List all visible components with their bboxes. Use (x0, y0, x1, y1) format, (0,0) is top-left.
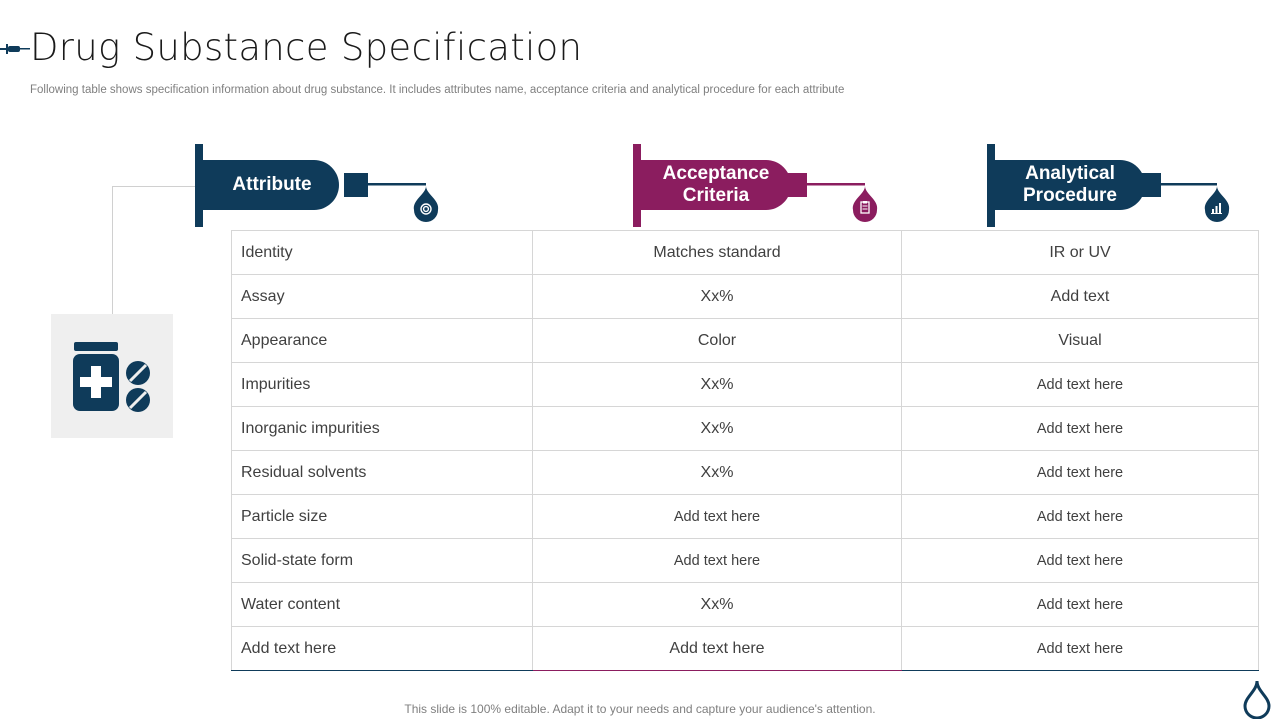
syringe-barrel (641, 160, 791, 210)
acceptance-criteria-cell: Matches standard (532, 230, 902, 275)
acceptance-criteria-cell: Xx% (532, 362, 902, 407)
syringe-plunger (633, 144, 641, 227)
specification-table: Identity Matches standard IR or UV Assay Xx%… (231, 230, 1259, 671)
target-icon (420, 203, 432, 215)
attribute-cell: Identity (231, 230, 533, 275)
syringe-needle (368, 183, 426, 186)
connector-line-vertical (112, 186, 113, 314)
table-row: Appearance Color Visual (231, 318, 1259, 363)
attribute-cell: Assay (231, 274, 533, 319)
acceptance-criteria-cell: Add text here (532, 494, 902, 539)
analytical-procedure-cell: Add text here (901, 362, 1259, 407)
acceptance-criteria-cell: Xx% (532, 582, 902, 627)
medicine-bottle-icon (73, 342, 150, 412)
syringe-barrel (995, 160, 1145, 210)
analytical-procedure-cell: Add text here (901, 626, 1259, 671)
table-row: Residual solvents Xx% Add text here (231, 450, 1259, 495)
analytical-procedure-cell: Add text here (901, 538, 1259, 583)
table-body: Identity Matches standard IR or UV Assay Xx%… (231, 230, 1259, 671)
table-row: Inorganic impurities Xx% Add text here (231, 406, 1259, 451)
acceptance-criteria-cell: Xx% (532, 274, 902, 319)
attribute-cell: Water content (231, 582, 533, 627)
table-row: Particle size Add text here Add text here (231, 494, 1259, 539)
table-row: Identity Matches standard IR or UV (231, 230, 1259, 275)
analytical-procedure-cell: Add text here (901, 406, 1259, 451)
attribute-cell: Appearance (231, 318, 533, 363)
syringe-needle (807, 183, 865, 186)
analytical-procedure-cell: Add text here (901, 582, 1259, 627)
table-row: Assay Xx% Add text (231, 274, 1259, 319)
page-subtitle: Following table shows specification info… (30, 84, 845, 96)
syringe-hub (1141, 173, 1161, 197)
connector-line-horizontal (112, 186, 196, 187)
page-title: Drug Substance Specification (30, 26, 583, 69)
bar-chart-icon (1211, 203, 1222, 214)
syringe-hub (344, 173, 368, 197)
column-header-label: Attribute (232, 174, 312, 195)
attribute-cell: Solid-state form (231, 538, 533, 583)
acceptance-criteria-cell: Add text here (532, 626, 902, 671)
column-header-acceptance-criteria: Acceptance Criteria (632, 144, 882, 228)
acceptance-criteria-cell: Xx% (532, 450, 902, 495)
syringe-plunger (195, 144, 203, 227)
table-row: Impurities Xx% Add text here (231, 362, 1259, 407)
syringe-barrel (203, 160, 339, 210)
syringe-plunger (987, 144, 995, 227)
attribute-cell: Particle size (231, 494, 533, 539)
column-header-label: Acceptance Criteria (662, 163, 770, 206)
attribute-cell: Impurities (231, 362, 533, 407)
analytical-procedure-cell: Add text (901, 274, 1259, 319)
table-row: Water content Xx% Add text here (231, 582, 1259, 627)
footer-note: This slide is 100% editable. Adapt it to… (404, 702, 876, 716)
table-row: Add text here Add text here Add text here (231, 626, 1259, 671)
droplet-icon (852, 186, 878, 222)
analytical-procedure-cell: IR or UV (901, 230, 1259, 275)
acceptance-criteria-cell: Color (532, 318, 902, 363)
acceptance-criteria-cell: Add text here (532, 538, 902, 583)
syringe-hub (787, 173, 807, 197)
attribute-cell: Add text here (231, 626, 533, 671)
column-header-analytical-procedure: Analytical Procedure (986, 144, 1236, 228)
attribute-cell: Inorganic impurities (231, 406, 533, 451)
attribute-cell: Residual solvents (231, 450, 533, 495)
syringe-title-icon (0, 44, 30, 54)
droplet-icon (1204, 186, 1230, 222)
column-header-attribute: Attribute (194, 144, 444, 228)
analytical-procedure-cell: Add text here (901, 450, 1259, 495)
column-header-label: Analytical Procedure (1023, 163, 1117, 206)
droplet-icon (1243, 680, 1271, 719)
analytical-procedure-cell: Add text here (901, 494, 1259, 539)
clipboard-icon (860, 201, 870, 214)
acceptance-criteria-cell: Xx% (532, 406, 902, 451)
table-row: Solid-state form Add text here Add text he… (231, 538, 1259, 583)
syringe-needle (1161, 183, 1217, 186)
analytical-procedure-cell: Visual (901, 318, 1259, 363)
medicine-panel (51, 314, 173, 438)
